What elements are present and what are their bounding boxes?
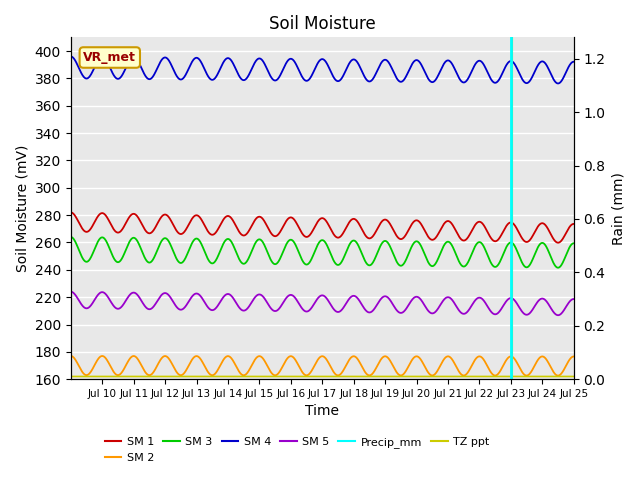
Y-axis label: Soil Moisture (mV): Soil Moisture (mV) bbox=[15, 144, 29, 272]
SM 4 bbox=[538, 59, 545, 64]
TZ ppt bbox=[67, 373, 75, 379]
SM 2 bbox=[157, 357, 164, 362]
SM 4 bbox=[324, 63, 332, 69]
SM 5 bbox=[324, 298, 332, 303]
SM 3 bbox=[570, 240, 577, 246]
SM 3 bbox=[413, 239, 421, 244]
SM 1 bbox=[570, 221, 577, 227]
SM 1 bbox=[538, 220, 545, 226]
SM 1 bbox=[294, 223, 302, 229]
SM 2 bbox=[294, 362, 302, 368]
TZ ppt bbox=[570, 373, 577, 379]
SM 2 bbox=[570, 354, 577, 360]
SM 4 bbox=[67, 54, 75, 60]
SM 5 bbox=[570, 296, 577, 302]
Line: SM 5: SM 5 bbox=[71, 292, 573, 315]
SM 5 bbox=[76, 300, 84, 305]
SM 2 bbox=[413, 354, 421, 360]
SM 2 bbox=[67, 353, 75, 359]
SM 1 bbox=[67, 209, 75, 215]
SM 1 bbox=[554, 240, 562, 246]
TZ ppt bbox=[294, 373, 302, 379]
SM 1 bbox=[76, 222, 84, 228]
X-axis label: Time: Time bbox=[305, 405, 339, 419]
Title: Soil Moisture: Soil Moisture bbox=[269, 15, 376, 33]
SM 5 bbox=[538, 296, 545, 301]
SM 2 bbox=[76, 366, 84, 372]
SM 3 bbox=[157, 240, 164, 245]
SM 4 bbox=[554, 81, 562, 86]
SM 2 bbox=[554, 373, 562, 379]
TZ ppt bbox=[413, 373, 421, 379]
SM 4 bbox=[413, 58, 421, 63]
TZ ppt bbox=[157, 373, 164, 379]
SM 3 bbox=[294, 248, 302, 254]
SM 4 bbox=[157, 59, 164, 64]
SM 4 bbox=[294, 66, 302, 72]
Line: SM 2: SM 2 bbox=[71, 356, 573, 376]
SM 1 bbox=[413, 217, 421, 223]
Line: SM 4: SM 4 bbox=[71, 57, 573, 84]
TZ ppt bbox=[76, 373, 84, 379]
TZ ppt bbox=[538, 373, 545, 379]
TZ ppt bbox=[324, 373, 332, 379]
Legend: SM 1, SM 2, SM 3, SM 4, SM 5, Precip_mm, TZ ppt: SM 1, SM 2, SM 3, SM 4, SM 5, Precip_mm,… bbox=[100, 432, 494, 467]
SM 1 bbox=[157, 215, 164, 221]
SM 5 bbox=[413, 294, 421, 300]
SM 3 bbox=[324, 245, 332, 251]
Line: SM 1: SM 1 bbox=[71, 212, 573, 243]
SM 4 bbox=[76, 68, 84, 74]
SM 5 bbox=[157, 293, 164, 299]
Y-axis label: Rain (mm): Rain (mm) bbox=[611, 172, 625, 245]
Line: SM 3: SM 3 bbox=[71, 237, 573, 268]
SM 3 bbox=[554, 265, 562, 271]
SM 4 bbox=[570, 59, 577, 65]
SM 5 bbox=[554, 312, 562, 318]
SM 3 bbox=[67, 234, 75, 240]
Text: VR_met: VR_met bbox=[83, 51, 136, 64]
SM 5 bbox=[67, 289, 75, 295]
SM 3 bbox=[538, 240, 545, 246]
SM 5 bbox=[294, 300, 302, 305]
SM 3 bbox=[76, 251, 84, 256]
SM 1 bbox=[324, 221, 332, 227]
SM 2 bbox=[324, 359, 332, 365]
SM 2 bbox=[538, 354, 545, 360]
